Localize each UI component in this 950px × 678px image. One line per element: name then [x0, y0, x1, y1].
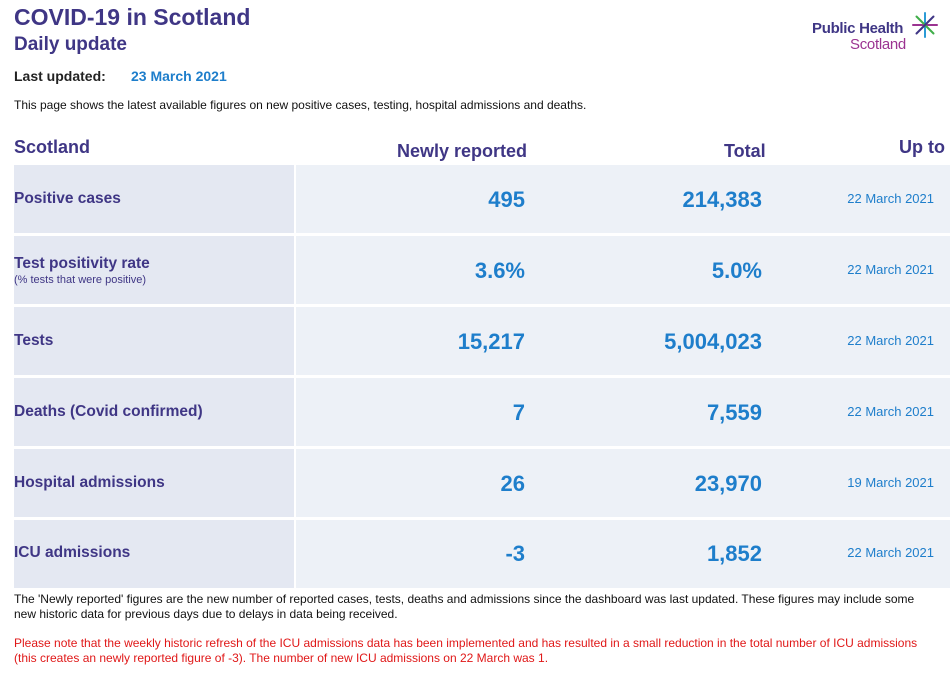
table-row-test-positivity: Test positivity rate (% tests that were …: [14, 236, 950, 304]
total-value: 5.0%: [711, 258, 762, 283]
column-header-area: Scotland: [14, 137, 91, 157]
row-data-cell: [296, 307, 950, 375]
row-label: Tests: [14, 332, 54, 349]
page-title: COVID-19 in Scotland: [14, 4, 251, 30]
row-label-cell: Test positivity rate (% tests that were …: [14, 236, 294, 304]
row-data-cell: [296, 378, 950, 446]
total-value: 5,004,023: [664, 329, 762, 354]
last-updated-value: 23 March 2021: [131, 68, 227, 84]
total-value: 214,383: [682, 187, 762, 212]
total-value: 1,852: [706, 541, 762, 566]
row-label: Deaths (Covid confirmed): [14, 403, 203, 420]
newly-reported-value: 7: [512, 400, 525, 425]
newly-reported-value: 26: [500, 471, 525, 496]
table-row-tests: Tests 15,217 5,004,023 22 March 2021: [14, 307, 950, 375]
logo-star-icon: [912, 12, 938, 38]
column-header-newly-reported: Newly reported: [397, 141, 528, 161]
row-label-cell: Hospital admissions: [14, 449, 294, 517]
row-label: Test positivity rate: [14, 255, 150, 272]
newly-reported-value: -3: [505, 541, 525, 566]
up-to-date: 22 March 2021: [847, 545, 934, 560]
table-row-hospital-admissions: Hospital admissions 26 23,970 19 March 2…: [14, 449, 950, 517]
row-data-cell: [296, 449, 950, 517]
intro-text: This page shows the latest available fig…: [14, 98, 587, 112]
row-label-cell: Positive cases: [14, 165, 294, 233]
row-data-cell: [296, 520, 950, 588]
logo-text-line1: Public Health: [812, 20, 904, 37]
total-value: 23,970: [694, 471, 762, 496]
row-data-cell: [296, 236, 950, 304]
row-label-cell: Tests: [14, 307, 294, 375]
column-header-total: Total: [724, 141, 766, 161]
up-to-date: 22 March 2021: [847, 191, 934, 206]
newly-reported-value: 495: [488, 187, 525, 212]
newly-reported-value: 3.6%: [474, 258, 525, 283]
column-header-up-to: Up to: [899, 137, 945, 157]
row-data-cell: [296, 165, 950, 233]
public-health-scotland-logo: Public Health Scotland: [812, 10, 942, 56]
row-label-cell: ICU admissions: [14, 520, 294, 588]
table-row-deaths: Deaths (Covid confirmed) 7 7,559 22 Marc…: [14, 378, 950, 446]
up-to-date: 22 March 2021: [847, 333, 934, 348]
page-subtitle: Daily update: [14, 34, 127, 55]
icu-refresh-warning: Please note that the weekly historic ref…: [14, 636, 918, 665]
table-row-icu-admissions: ICU admissions -3 1,852 22 March 2021: [14, 520, 950, 588]
total-value: 7,559: [706, 400, 762, 425]
last-updated-label: Last updated:: [14, 68, 106, 84]
logo-text-line2: Scotland: [850, 36, 906, 53]
up-to-date: 22 March 2021: [847, 262, 934, 277]
row-label: Hospital admissions: [14, 474, 165, 491]
row-label: Positive cases: [14, 190, 121, 207]
row-sublabel: (% tests that were positive): [14, 274, 147, 286]
newly-reported-value: 15,217: [457, 329, 525, 354]
table-row-positive-cases: Positive cases 495 214,383 22 March 2021: [14, 165, 950, 233]
row-label: ICU admissions: [14, 544, 131, 561]
up-to-date: 22 March 2021: [847, 404, 934, 419]
newly-reported-footnote: The 'Newly reported' figures are the new…: [14, 592, 915, 621]
row-label-cell: Deaths (Covid confirmed): [14, 378, 294, 446]
up-to-date: 19 March 2021: [847, 475, 934, 490]
